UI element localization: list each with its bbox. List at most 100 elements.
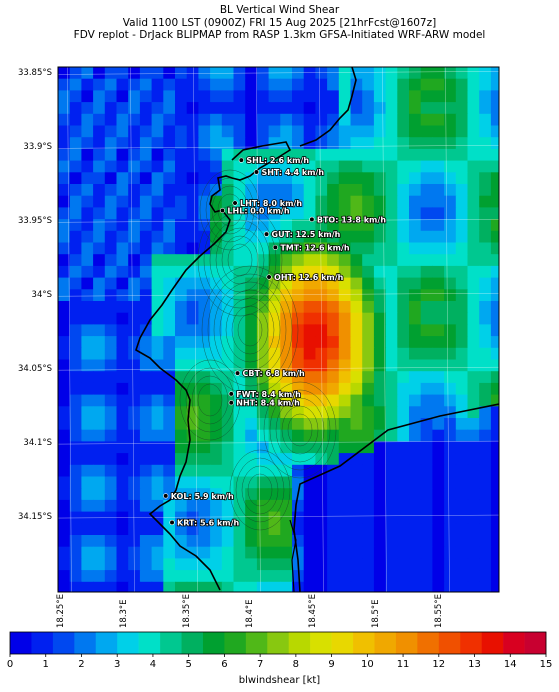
shear-cell bbox=[479, 148, 492, 162]
shear-cell bbox=[233, 90, 246, 103]
shear-cell bbox=[490, 324, 499, 337]
shear-cell bbox=[151, 277, 164, 290]
shear-cell bbox=[397, 172, 410, 185]
shear-cell bbox=[292, 453, 305, 466]
shear-cell bbox=[81, 184, 94, 197]
shear-cell bbox=[292, 371, 305, 384]
shear-cell bbox=[256, 242, 270, 255]
shear-cell bbox=[128, 523, 141, 536]
shear-cell bbox=[210, 113, 223, 127]
shear-cell bbox=[373, 324, 387, 337]
shear-cell bbox=[139, 441, 153, 454]
shear-cell bbox=[420, 464, 433, 478]
shear-cell bbox=[490, 558, 499, 571]
shear-cell bbox=[256, 523, 270, 536]
shear-cell bbox=[455, 289, 469, 302]
shear-cell bbox=[362, 207, 375, 220]
shear-cell bbox=[198, 499, 211, 513]
shear-cell bbox=[432, 418, 445, 431]
shear-cell bbox=[198, 184, 211, 197]
shear-cell bbox=[479, 499, 492, 513]
shear-cell bbox=[163, 242, 176, 255]
shear-cell bbox=[444, 359, 457, 372]
shear-cell bbox=[104, 160, 118, 173]
shear-cell bbox=[467, 382, 480, 396]
shear-cell bbox=[373, 277, 387, 290]
shear-cell bbox=[303, 113, 316, 127]
shear-cell bbox=[93, 67, 106, 80]
shear-cell bbox=[93, 336, 106, 349]
shear-cell bbox=[128, 265, 141, 279]
shear-cell bbox=[268, 113, 281, 127]
shear-cell bbox=[58, 570, 71, 583]
shear-cell bbox=[116, 67, 129, 80]
shear-cell bbox=[104, 371, 118, 384]
shear-cell bbox=[69, 464, 82, 478]
shear-cell bbox=[268, 347, 281, 361]
terrain-contour bbox=[281, 405, 319, 455]
shear-cell bbox=[104, 184, 118, 197]
shear-cell bbox=[81, 148, 94, 162]
shear-cell bbox=[139, 488, 153, 501]
shear-cell bbox=[139, 523, 153, 536]
shear-cell bbox=[151, 418, 164, 431]
shear-cell bbox=[198, 125, 211, 138]
shear-cell bbox=[139, 336, 153, 349]
shear-cell bbox=[245, 523, 258, 536]
shear-cell bbox=[139, 394, 153, 407]
shear-cell bbox=[350, 289, 363, 302]
shear-cell bbox=[245, 160, 258, 173]
shear-cell bbox=[151, 558, 164, 571]
shear-cell bbox=[81, 523, 94, 536]
shear-cell bbox=[409, 570, 422, 583]
shear-cell bbox=[58, 78, 71, 91]
shear-cell bbox=[81, 265, 94, 279]
shear-cell bbox=[362, 499, 375, 513]
shear-cell bbox=[198, 336, 211, 349]
shear-cell bbox=[280, 581, 293, 592]
shear-cell bbox=[69, 230, 82, 244]
shear-cell bbox=[338, 453, 352, 466]
shear-cell bbox=[373, 184, 387, 197]
shear-cell bbox=[327, 289, 340, 302]
shear-cell bbox=[233, 312, 246, 325]
shear-cell bbox=[198, 394, 211, 407]
shear-cell bbox=[362, 102, 375, 115]
shear-cell bbox=[467, 172, 480, 185]
colorbar-swatch bbox=[288, 632, 311, 654]
shear-cell bbox=[327, 441, 340, 454]
shear-cell bbox=[163, 347, 176, 361]
shear-cell bbox=[432, 90, 445, 103]
shear-cell bbox=[455, 102, 469, 115]
shear-cell bbox=[116, 277, 129, 290]
shear-cell bbox=[315, 195, 328, 208]
shear-cell bbox=[69, 570, 82, 583]
shear-cell bbox=[397, 113, 410, 127]
shear-cell bbox=[455, 184, 469, 197]
shear-cell bbox=[245, 406, 258, 419]
shear-cell bbox=[327, 406, 340, 419]
shear-cell bbox=[420, 371, 433, 384]
shear-cell bbox=[245, 137, 258, 150]
shear-cell bbox=[479, 160, 492, 173]
shear-cell bbox=[69, 488, 82, 501]
shear-cell bbox=[338, 301, 352, 314]
shear-cell bbox=[338, 78, 352, 91]
shear-cell bbox=[338, 67, 352, 80]
shear-cell bbox=[186, 148, 199, 162]
shear-cell bbox=[397, 570, 410, 583]
shear-cell bbox=[151, 429, 164, 442]
shear-cell bbox=[221, 137, 235, 150]
shear-cell bbox=[467, 464, 480, 478]
shear-cell bbox=[420, 511, 433, 524]
shear-cell bbox=[444, 371, 457, 384]
shear-cell bbox=[81, 289, 94, 302]
shear-cell bbox=[93, 581, 106, 592]
shear-cell bbox=[385, 137, 398, 150]
shear-cell bbox=[409, 429, 422, 442]
shear-cell bbox=[490, 230, 499, 244]
shear-cell bbox=[397, 523, 410, 536]
shear-cell bbox=[373, 195, 387, 208]
shear-cell bbox=[350, 148, 363, 162]
